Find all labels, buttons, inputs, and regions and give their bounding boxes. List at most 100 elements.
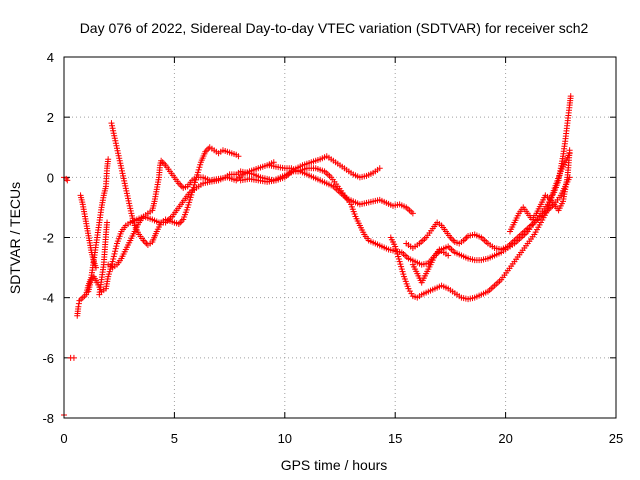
data-point [115, 152, 122, 159]
data-point [110, 127, 117, 134]
data-point [399, 268, 406, 275]
data-point [111, 132, 118, 139]
data-point [115, 150, 122, 157]
data-point [122, 185, 129, 192]
data-point [120, 175, 127, 182]
data-point [408, 290, 415, 297]
data-point [125, 195, 132, 202]
data-point [409, 210, 416, 217]
data-point [64, 177, 71, 184]
data-point [191, 181, 198, 188]
data-point [194, 171, 201, 178]
data-point [190, 184, 197, 191]
data-point [109, 258, 116, 265]
plot-frame [63, 56, 617, 419]
data-point [396, 258, 403, 265]
y-axis-label: SDTVAR / TECUs [7, 182, 23, 294]
data-point [110, 253, 117, 260]
data-point [110, 255, 117, 262]
series-track-12 [387, 150, 573, 303]
data-point [405, 285, 412, 292]
x-axis-label: GPS time / hours [281, 457, 388, 473]
x-tick-label: 15 [388, 431, 402, 446]
data-point [113, 142, 120, 149]
data-point [112, 245, 119, 252]
data-point [196, 164, 203, 171]
x-tick-label: 10 [278, 431, 292, 446]
data-point [395, 256, 402, 263]
data-point [126, 200, 133, 207]
series-track-15 [507, 147, 573, 235]
data-point [127, 207, 134, 214]
data-point [119, 170, 126, 177]
x-tick-label: 20 [498, 431, 512, 446]
data-point [194, 169, 201, 176]
data-point [122, 182, 129, 189]
data-point [545, 204, 552, 211]
series-track-8 [108, 120, 242, 249]
data-point [127, 205, 134, 212]
y-tick-label: 4 [47, 50, 54, 65]
x-tick-label: 0 [60, 431, 67, 446]
data-point [75, 303, 82, 310]
series-track-9 [105, 157, 277, 271]
data-point [118, 165, 125, 172]
data-point [184, 204, 191, 211]
data-point [376, 165, 383, 172]
data-point [106, 268, 113, 275]
data-point [105, 156, 112, 163]
data-point [109, 125, 116, 132]
data-point [186, 196, 193, 203]
y-tick-label: -8 [42, 411, 54, 426]
data-point [113, 243, 120, 250]
data-point [125, 197, 132, 204]
data-point [121, 180, 128, 187]
data-point [395, 253, 402, 260]
data-point [445, 252, 452, 259]
data-point [197, 161, 204, 168]
data-point [111, 135, 118, 142]
series-track-5 [77, 192, 100, 271]
data-point [114, 147, 121, 154]
data-point [566, 147, 573, 154]
data-point [392, 243, 399, 250]
data-point [112, 137, 119, 144]
data-point [112, 248, 119, 255]
data-point [105, 271, 112, 278]
data-point [112, 140, 119, 147]
data-point [123, 190, 130, 197]
data-point [195, 166, 202, 173]
data-point [116, 155, 123, 162]
data-point [117, 162, 124, 169]
data-point [189, 189, 196, 196]
data-point [123, 187, 130, 194]
y-tick-label: -4 [42, 291, 54, 306]
series-track-7 [96, 219, 111, 298]
y-tick-label: 2 [47, 110, 54, 125]
data-point [393, 248, 400, 255]
data-point [192, 176, 199, 183]
x-tick-label: 5 [171, 431, 178, 446]
data-point [121, 177, 128, 184]
data-marks [61, 93, 574, 418]
y-tick-label: 0 [47, 170, 54, 185]
data-point [104, 219, 111, 226]
data-point [113, 145, 120, 152]
data-point [108, 120, 115, 127]
data-point [118, 167, 125, 174]
series-track-14 [409, 246, 452, 286]
data-point [116, 157, 123, 164]
series-track-4 [74, 168, 416, 319]
chart-title: Day 076 of 2022, Sidereal Day-to-day VTE… [80, 20, 589, 36]
data-point [400, 271, 407, 278]
x-tick-label: 25 [609, 431, 623, 446]
data-point [394, 251, 401, 258]
data-point [235, 153, 242, 160]
data-point [398, 263, 405, 270]
y-tick-label: -2 [42, 231, 54, 246]
data-point [188, 191, 195, 198]
data-point [110, 130, 117, 137]
data-point [567, 93, 574, 100]
data-point [189, 186, 196, 193]
